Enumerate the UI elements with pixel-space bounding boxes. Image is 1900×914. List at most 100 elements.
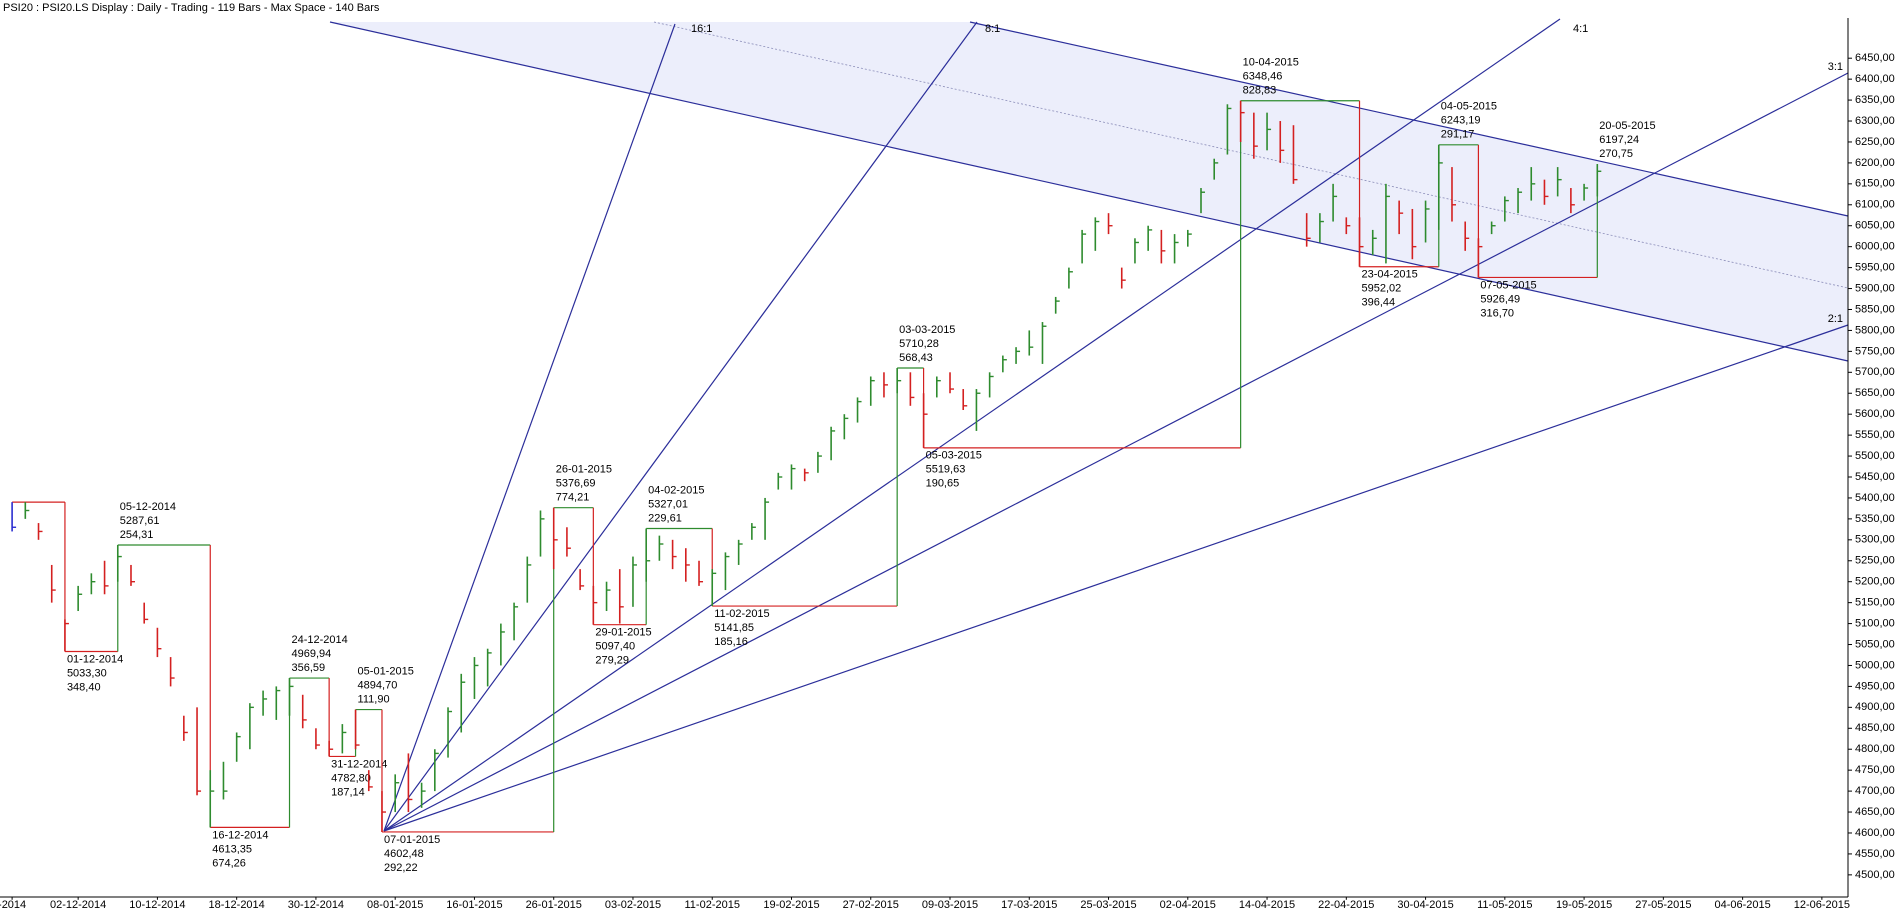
x-tick-label: 16-01-2015 <box>446 899 502 911</box>
swing-price: 5710,28 <box>899 338 939 350</box>
y-tick-label: 4600,00 <box>1855 827 1895 839</box>
swing-date: 05-01-2015 <box>358 665 414 677</box>
swing-price: 6197,24 <box>1599 134 1639 146</box>
y-tick-label: 5500,00 <box>1855 450 1895 462</box>
x-tick-label: 03-02-2015 <box>605 899 661 911</box>
x-tick-label: 17-03-2015 <box>1001 899 1057 911</box>
y-tick-label: 6250,00 <box>1855 136 1895 148</box>
y-tick-label: 5850,00 <box>1855 303 1895 315</box>
swing-date: 10-04-2015 <box>1243 57 1299 69</box>
x-tick-label: 02-12-2014 <box>50 899 106 911</box>
x-tick-label: 19-05-2015 <box>1556 899 1612 911</box>
y-tick-label: 4650,00 <box>1855 806 1895 818</box>
y-tick-label: 5650,00 <box>1855 387 1895 399</box>
x-tick-label: 25-03-2015 <box>1080 899 1136 911</box>
swing-price: 5141,85 <box>714 622 754 634</box>
swing-price: 5033,30 <box>67 667 107 679</box>
y-tick-label: 4850,00 <box>1855 722 1895 734</box>
y-tick-label: 4700,00 <box>1855 785 1895 797</box>
swing-range: 185,16 <box>714 636 748 648</box>
fan-label: 8:1 <box>985 23 1000 35</box>
swing-date: 11-02-2015 <box>714 608 769 620</box>
swing-date: 07-01-2015 <box>384 834 440 846</box>
swing-price: 5952,02 <box>1362 283 1402 295</box>
y-tick-label: 5400,00 <box>1855 492 1895 504</box>
swing-date: 01-12-2014 <box>67 653 123 665</box>
swing-price: 5097,40 <box>595 641 635 653</box>
y-tick-label: 4500,00 <box>1855 869 1895 881</box>
y-tick-label: 5700,00 <box>1855 366 1895 378</box>
swing-range: 279,29 <box>595 655 629 667</box>
x-tick-label: 27-02-2015 <box>843 899 899 911</box>
y-tick-label: 5150,00 <box>1855 597 1895 609</box>
swing-date: 26-01-2015 <box>556 464 612 476</box>
y-tick-label: 5750,00 <box>1855 345 1895 357</box>
swing-range: 292,22 <box>384 862 418 874</box>
y-tick-label: 5200,00 <box>1855 576 1895 588</box>
x-tick-label: 10-12-2014 <box>129 899 185 911</box>
y-tick-label: 5350,00 <box>1855 513 1895 525</box>
swing-date: 29-01-2015 <box>595 627 651 639</box>
swing-price: 5926,49 <box>1480 293 1520 305</box>
swing-price: 4969,94 <box>292 648 332 660</box>
swing-range: 111,90 <box>358 693 390 705</box>
x-tick-label: 22-04-2015 <box>1318 899 1374 911</box>
fan-line <box>383 72 1849 832</box>
x-tick-label: 02-04-2015 <box>1160 899 1216 911</box>
x-tick-label: 09-03-2015 <box>922 899 978 911</box>
swing-range: 229,61 <box>648 512 682 524</box>
x-tick-label: 12-06-2015 <box>1794 899 1850 911</box>
y-tick-label: 5300,00 <box>1855 534 1895 546</box>
fan-line <box>383 23 676 832</box>
y-tick-label: 5900,00 <box>1855 282 1895 294</box>
y-tick-label: 5550,00 <box>1855 429 1895 441</box>
x-tick-label: 18-12-2014 <box>209 899 265 911</box>
x-tick-label: 04-06-2015 <box>1714 899 1770 911</box>
y-tick-label: 6050,00 <box>1855 220 1895 232</box>
y-tick-label: 5800,00 <box>1855 324 1895 336</box>
y-tick-label: 6000,00 <box>1855 241 1895 253</box>
y-tick-label: 6400,00 <box>1855 73 1895 85</box>
swing-date: 05-03-2015 <box>926 450 982 462</box>
swing-date: 04-05-2015 <box>1441 101 1497 113</box>
swing-range: 316,70 <box>1480 307 1514 319</box>
y-tick-label: 4900,00 <box>1855 701 1895 713</box>
swing-range: 674,26 <box>212 857 246 869</box>
swing-price: 5376,69 <box>556 478 596 490</box>
x-tick-label: 14-04-2015 <box>1239 899 1295 911</box>
swing-date: 23-04-2015 <box>1362 269 1418 281</box>
swing-date: 07-05-2015 <box>1480 279 1536 291</box>
y-tick-label: 6450,00 <box>1855 52 1895 64</box>
x-tick-label: 11-02-2015 <box>685 899 740 911</box>
y-tick-label: 5450,00 <box>1855 471 1895 483</box>
y-tick-label: 5050,00 <box>1855 638 1895 650</box>
swing-price: 4613,35 <box>212 843 252 855</box>
swing-price: 5327,01 <box>648 498 688 510</box>
x-tick-label: 11-05-2015 <box>1477 899 1532 911</box>
fan-label: 3:1 <box>1828 61 1843 73</box>
swing-date: 20-05-2015 <box>1599 120 1655 132</box>
y-tick-label: 6100,00 <box>1855 199 1895 211</box>
channel-upper <box>969 21 1849 217</box>
swing-range: 187,14 <box>331 786 365 798</box>
swing-range: 774,21 <box>556 492 590 504</box>
swing-price: 4602,48 <box>384 848 424 860</box>
swing-range: 828,83 <box>1243 85 1277 97</box>
y-tick-label: 5600,00 <box>1855 408 1895 420</box>
swing-date: 04-02-2015 <box>648 484 704 496</box>
y-tick-label: 5100,00 <box>1855 617 1895 629</box>
swing-price: 6243,19 <box>1441 115 1481 127</box>
y-tick-label: 5250,00 <box>1855 555 1895 567</box>
y-tick-label: 5950,00 <box>1855 262 1895 274</box>
y-tick-label: 4550,00 <box>1855 848 1895 860</box>
swing-range: 190,65 <box>926 478 960 490</box>
swing-range: 568,43 <box>899 352 933 364</box>
swing-range: 270,75 <box>1599 148 1633 160</box>
y-tick-label: 5000,00 <box>1855 659 1895 671</box>
y-tick-label: 6300,00 <box>1855 115 1895 127</box>
fan-line <box>383 324 1849 832</box>
swing-range: 348,40 <box>67 681 101 693</box>
swing-date: 24-12-2014 <box>292 634 348 646</box>
y-tick-label: 4800,00 <box>1855 743 1895 755</box>
